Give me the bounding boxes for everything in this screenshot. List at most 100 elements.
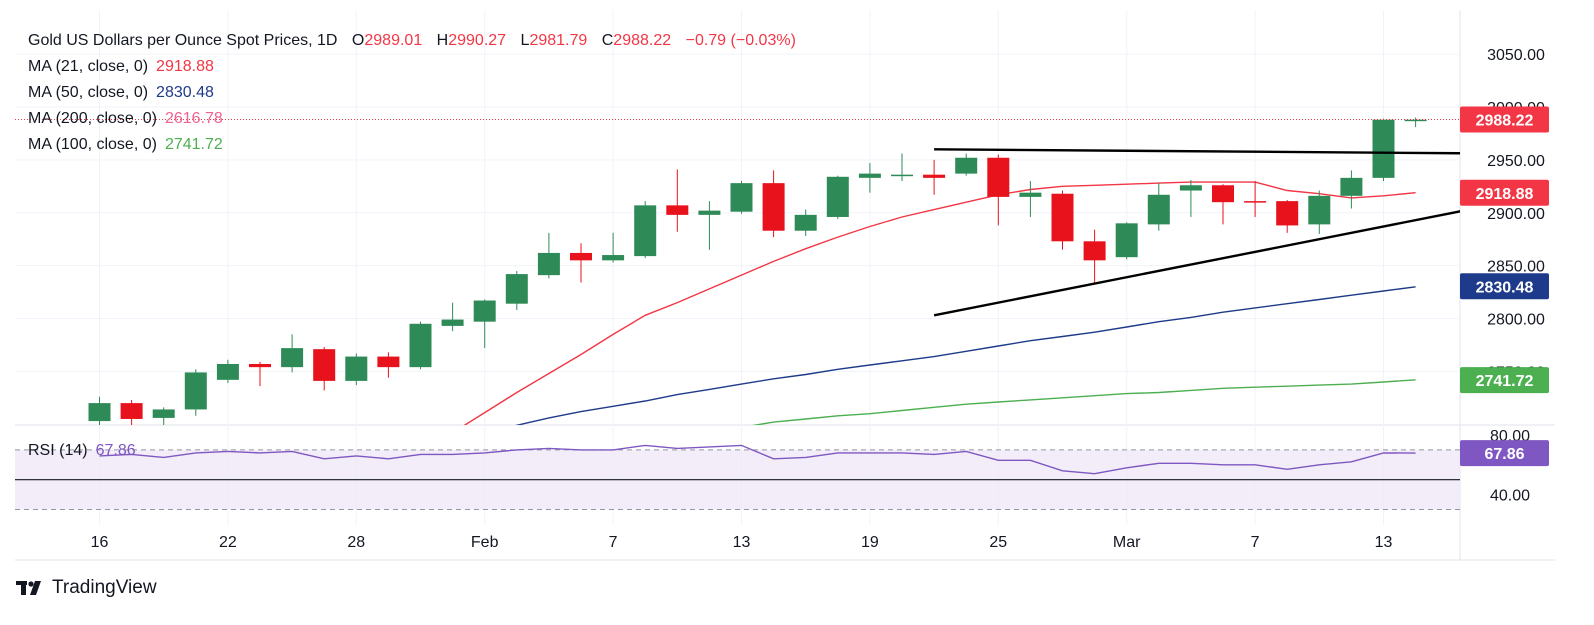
candle xyxy=(858,163,881,193)
price-axis-label-text: 2830.48 xyxy=(1476,279,1534,296)
candle xyxy=(730,181,753,214)
ma200-legend[interactable]: MA (200, close, 0) 2616.78 xyxy=(28,110,223,128)
price-pane xyxy=(15,117,1460,425)
candle-body xyxy=(1051,193,1074,242)
candle-body xyxy=(249,363,271,368)
candle-body xyxy=(762,183,785,231)
candle xyxy=(698,201,721,250)
price-tick-label: 2800.00 xyxy=(1487,312,1545,329)
candle-body xyxy=(923,174,946,178)
tradingview-logo[interactable]: TradingView xyxy=(16,577,157,599)
tradingview-logo-text: TradingView xyxy=(52,577,157,598)
resistance-trendline xyxy=(934,148,1460,155)
candle xyxy=(955,153,978,176)
candle xyxy=(152,407,175,425)
ma50-label: MA (50, close, 0) xyxy=(28,84,149,101)
candle-body xyxy=(634,205,657,257)
candle-body xyxy=(1340,177,1363,196)
ma100-value: 2741.72 xyxy=(164,136,223,153)
rsi-label: RSI (14) xyxy=(28,442,88,459)
candle-body xyxy=(345,356,368,381)
candle-body xyxy=(537,252,560,276)
candle-body xyxy=(441,319,464,326)
candle-body xyxy=(698,210,721,215)
ma100-line xyxy=(751,379,1416,425)
candle-body xyxy=(409,323,432,368)
candle xyxy=(120,399,143,425)
ma100-legend[interactable]: MA (100, close, 0) 2741.72 xyxy=(28,136,223,154)
candle xyxy=(1276,200,1299,233)
rsi-value: 67.86 xyxy=(95,442,136,459)
price-axis-label: 2988.22 xyxy=(1460,106,1549,133)
candle xyxy=(1244,181,1267,217)
price-axis-label: 2918.88 xyxy=(1460,179,1549,206)
time-tick-label: 13 xyxy=(733,534,751,551)
candle-body xyxy=(216,363,239,380)
price-axis-label-text: 2988.22 xyxy=(1476,112,1534,129)
candle-body xyxy=(1212,185,1234,203)
candle-body xyxy=(120,403,143,419)
candle-body xyxy=(377,356,400,368)
price-axis-label-bg xyxy=(1460,179,1549,206)
candle xyxy=(1019,181,1042,217)
time-tick-label: 22 xyxy=(219,534,237,551)
candle-body xyxy=(1019,192,1042,197)
time-tick-label: 19 xyxy=(861,534,879,551)
candle xyxy=(987,154,1010,226)
candle xyxy=(762,170,785,238)
candle xyxy=(794,209,817,237)
ohlc-high-value: 2990.27 xyxy=(448,32,507,49)
candle-body xyxy=(1179,185,1202,191)
ma21-label: MA (21, close, 0) xyxy=(28,58,149,75)
rsi-legend[interactable]: RSI (14) 67.86 xyxy=(28,442,136,460)
ohlc-open-value: 2989.01 xyxy=(364,32,423,49)
time-tick-label: 7 xyxy=(609,534,618,551)
candle xyxy=(634,201,657,259)
ma21-line xyxy=(463,181,1416,425)
candle-body xyxy=(794,214,817,231)
candle xyxy=(602,232,625,263)
candle xyxy=(537,232,560,279)
rsi-line xyxy=(99,444,1416,475)
candle-body xyxy=(1244,201,1267,203)
candle-body xyxy=(1083,241,1106,261)
candle-body xyxy=(987,157,1010,197)
candle-body xyxy=(1404,119,1427,122)
candle xyxy=(1212,184,1234,225)
tradingview-logo-icon xyxy=(16,581,41,595)
candle xyxy=(184,369,207,416)
price-tick-label: 2950.00 xyxy=(1487,153,1545,170)
price-axis-label-text: 2918.88 xyxy=(1476,186,1534,203)
candle-body xyxy=(602,255,625,261)
candle-body xyxy=(1147,194,1170,225)
ma50-legend[interactable]: MA (50, close, 0) 2830.48 xyxy=(28,84,214,102)
ma200-label: MA (200, close, 0) xyxy=(28,110,157,127)
candle-body xyxy=(152,409,175,418)
candle xyxy=(281,334,304,373)
candle-body xyxy=(1276,201,1299,226)
candle xyxy=(88,396,111,425)
candle-body xyxy=(1308,195,1331,225)
price-tick-label: 2850.00 xyxy=(1487,259,1545,276)
ohlc-low-value: 2981.79 xyxy=(529,32,588,49)
ma50-value: 2830.48 xyxy=(156,84,214,101)
candle xyxy=(1179,179,1202,217)
price-axis-label: 2741.72 xyxy=(1460,367,1549,394)
candle-body xyxy=(666,205,689,215)
candle xyxy=(1083,229,1106,285)
ohlc-close-value: 2988.22 xyxy=(613,32,672,49)
candle xyxy=(1115,222,1138,260)
time-tick-label: 25 xyxy=(989,534,1007,551)
candle-body xyxy=(570,252,592,261)
price-axis-label-bg xyxy=(1460,273,1549,300)
time-tick-label: 13 xyxy=(1375,534,1393,551)
candle-body xyxy=(891,174,913,177)
candle-body xyxy=(826,176,849,217)
ohlc-open-label: O xyxy=(351,32,365,49)
candle-body xyxy=(184,372,207,410)
ma21-legend[interactable]: MA (21, close, 0) 2918.88 xyxy=(28,58,214,76)
change-value: −0.79 (−0.03%) xyxy=(685,32,796,49)
candle xyxy=(1404,117,1427,128)
candle-body xyxy=(955,157,978,174)
